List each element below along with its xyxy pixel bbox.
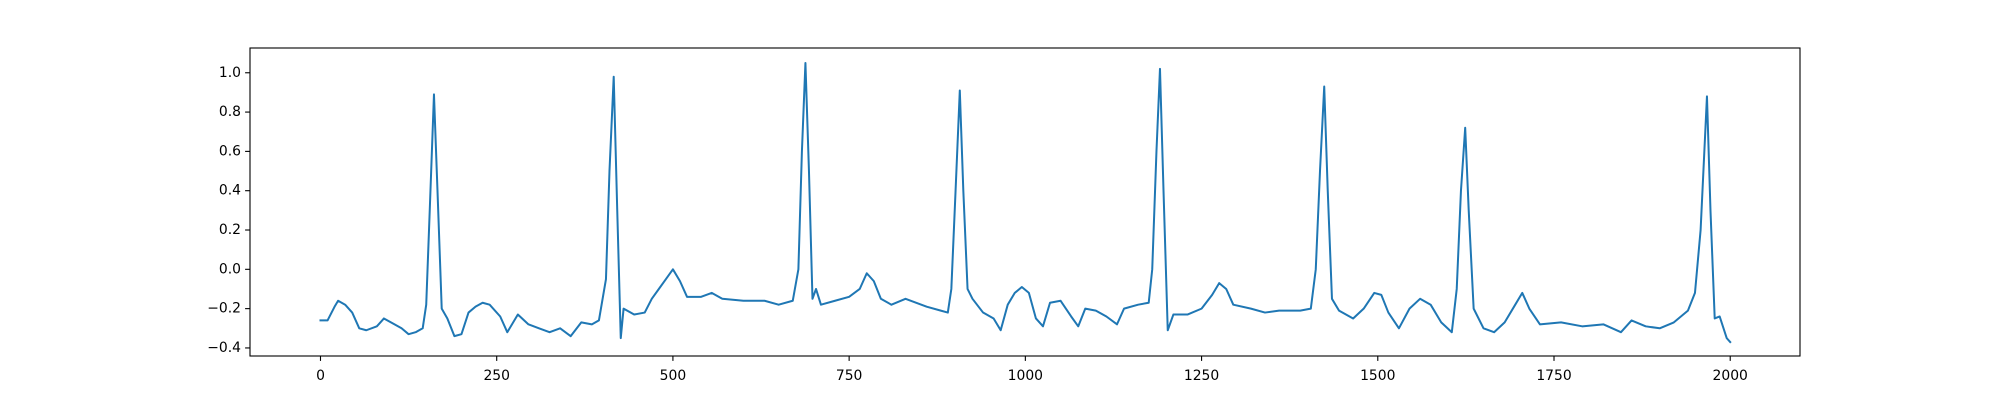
x-tick-label: 750 [836, 368, 863, 384]
x-tick-label: 1000 [1008, 368, 1043, 384]
x-tick-label: 1750 [1536, 368, 1571, 384]
x-tick-label: 250 [483, 368, 510, 384]
y-tick-label: 1.0 [219, 65, 241, 81]
y-tick-label: 0.6 [219, 143, 241, 159]
x-tick-label: 2000 [1713, 368, 1748, 384]
x-tick-label: 0 [316, 368, 325, 384]
x-tick-label: 1250 [1184, 368, 1219, 384]
y-tick-label: −0.4 [207, 340, 241, 356]
x-tick-label: 1500 [1360, 368, 1395, 384]
y-tick-label: 0.2 [219, 222, 241, 238]
plot-frame [249, 47, 1801, 357]
line-series [319, 61, 1732, 344]
x-tick-label: 500 [660, 368, 687, 384]
y-tick-label: 0.8 [219, 104, 241, 120]
y-tick-label: 0.4 [219, 183, 241, 199]
y-tick-label: −0.2 [207, 301, 241, 317]
y-tick-label: 0.0 [219, 261, 241, 277]
